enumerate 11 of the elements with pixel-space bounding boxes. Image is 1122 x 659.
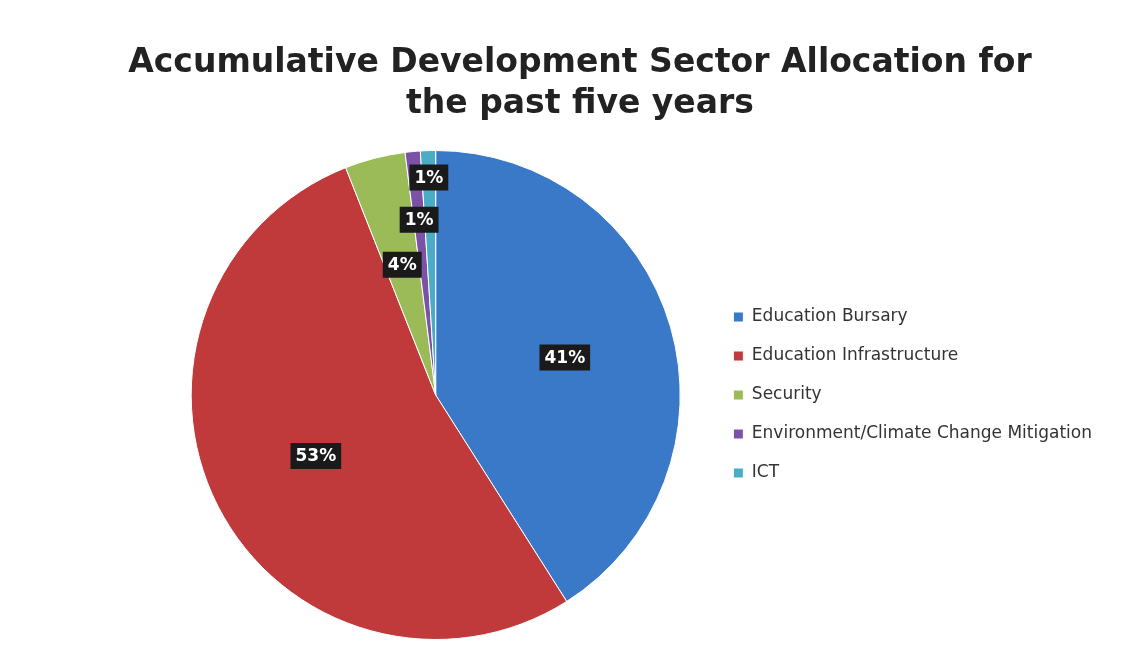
legend-label: ICT	[751, 461, 780, 482]
data-label: 41%	[544, 346, 586, 367]
legend-label: Environment/Climate Change Mitigation	[751, 422, 1093, 443]
legend-label: Security	[751, 383, 822, 404]
legend-label: Education Bursary	[751, 305, 908, 326]
data-label: 1%	[404, 209, 434, 230]
chart-title: Accumulative Development Sector Allocation for the past five years	[127, 40, 1033, 123]
data-label: 4%	[387, 254, 417, 275]
data-label: 53%	[295, 445, 337, 466]
legend-label: Education Infrastructure	[751, 344, 959, 365]
data-label: 1%	[414, 166, 444, 187]
